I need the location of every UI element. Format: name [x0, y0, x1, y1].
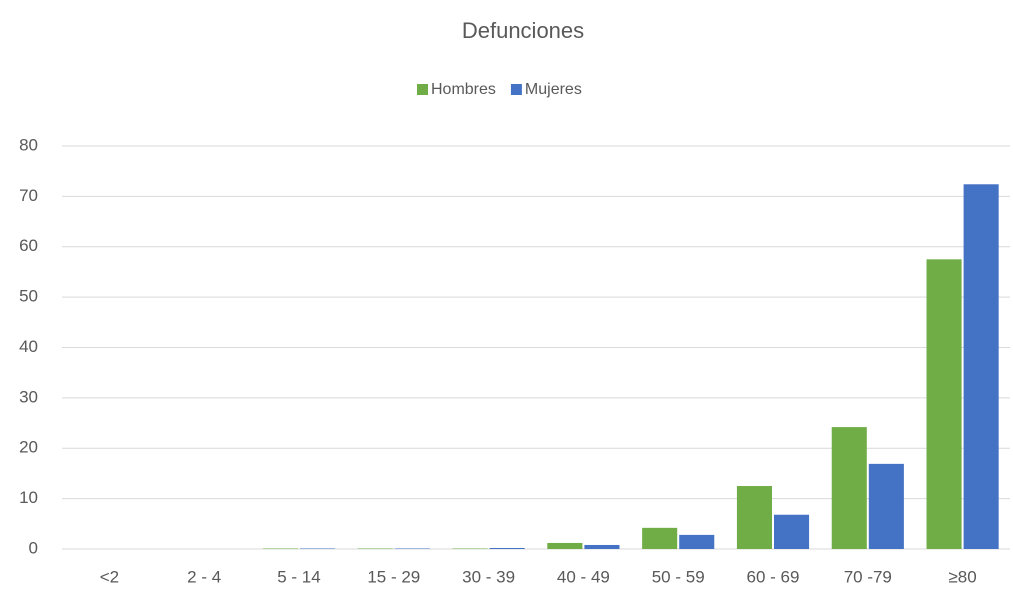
- legend-label: Mujeres: [525, 81, 582, 98]
- bar: [831, 427, 867, 549]
- bar: [452, 548, 488, 549]
- y-tick-label: 70: [19, 186, 38, 205]
- bar: [357, 548, 393, 549]
- x-tick-label: 30 - 39: [462, 567, 515, 586]
- y-tick-label: 50: [19, 287, 38, 306]
- legend-label: Hombres: [431, 81, 496, 98]
- bar: [642, 527, 678, 549]
- x-tick-label: 50 - 59: [652, 567, 705, 586]
- x-tick-label: 40 - 49: [557, 567, 610, 586]
- x-tick-label: ≥80: [948, 567, 976, 586]
- bar: [963, 184, 999, 549]
- bar: [547, 542, 583, 549]
- legend-swatch: [510, 84, 522, 95]
- y-tick-label: 80: [19, 135, 38, 154]
- y-tick-label: 10: [19, 488, 38, 507]
- bar: [584, 544, 620, 549]
- y-tick-label: 60: [19, 236, 38, 255]
- x-tick-label: <2: [100, 567, 119, 586]
- x-tick-label: 5 - 14: [277, 567, 320, 586]
- legend-swatch: [417, 84, 428, 95]
- bar: [300, 548, 336, 549]
- bar: [774, 514, 810, 549]
- y-tick-label: 0: [29, 538, 38, 557]
- bar: [262, 548, 298, 549]
- y-tick-label: 30: [19, 387, 38, 406]
- bar: [489, 547, 525, 549]
- x-tick-label: 60 - 69: [747, 567, 800, 586]
- bar: [679, 534, 715, 549]
- bar: [868, 463, 904, 549]
- chart-title: Defunciones: [462, 18, 584, 43]
- x-tick-label: 2 - 4: [187, 567, 221, 586]
- bar: [926, 259, 962, 549]
- y-tick-label: 40: [19, 337, 38, 356]
- bar: [394, 548, 430, 549]
- x-tick-label: 70 -79: [844, 567, 892, 586]
- y-tick-label: 20: [19, 438, 38, 457]
- bar: [736, 486, 772, 549]
- x-tick-label: 15 - 29: [367, 567, 420, 586]
